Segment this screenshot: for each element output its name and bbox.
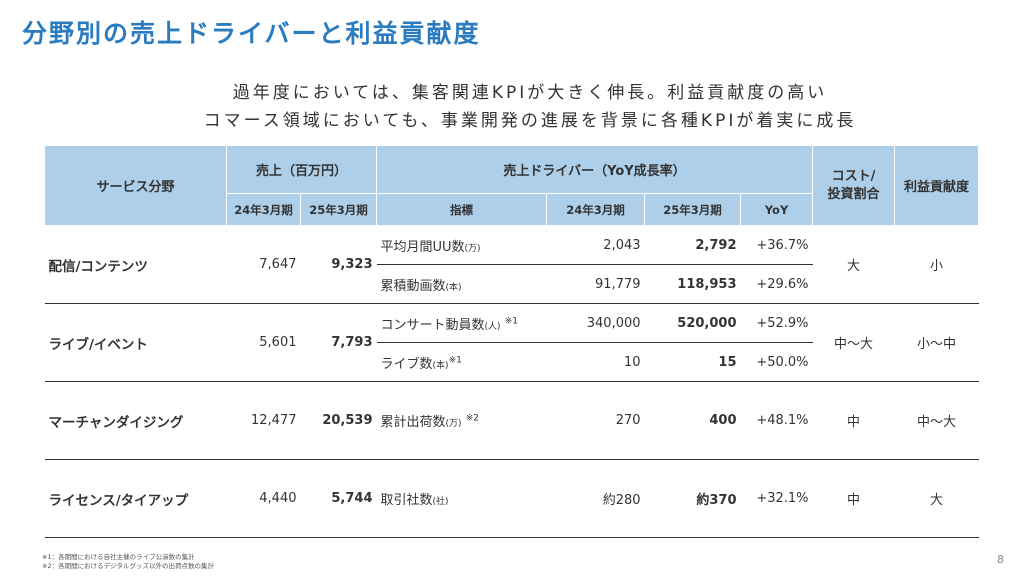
- sales-fy24: 7,647: [226, 225, 301, 304]
- indicator-name: 平均月間UU数(万): [376, 225, 547, 265]
- table-row: ライブ数(本)※1 10 15 +50.0%: [45, 342, 979, 382]
- category-label: マーチャンダイジング: [44, 381, 227, 460]
- indicator-name: 累計出荷数(万) ※2: [376, 381, 547, 460]
- indicator-yoy: +36.7%: [740, 225, 813, 265]
- indicator-fy25: 400: [644, 381, 741, 460]
- indicator-fy25: 15: [644, 342, 741, 382]
- header-yoy: YoY: [740, 193, 814, 226]
- header-cost: コスト/ 投資割合: [812, 145, 896, 226]
- profit-level: 小〜中: [894, 303, 979, 382]
- table-row: ライブ/イベント 5,601 7,793 コンサート動員数(人) ※1 340,…: [44, 303, 979, 382]
- sales-fy25: 20,539: [300, 381, 377, 460]
- indicator-fy24: 270: [546, 381, 645, 460]
- indicator-name: 取引社数(社): [376, 459, 547, 538]
- indicator-fy24: 91,779: [546, 264, 645, 304]
- sales-fy25: 9,323: [300, 225, 377, 304]
- footnote-2: ※2：各期間におけるデジタルグッズ以外の出荷点数の集計: [42, 561, 214, 570]
- header-sales-fy25: 25年3月期: [299, 193, 378, 226]
- lead-line-2: コマース領域においても、事業開発の進展を背景に各種KPIが着実に成長: [203, 111, 857, 131]
- page-title: 分野別の売上ドライバーと利益貢献度: [22, 19, 481, 48]
- sales-fy24: 12,477: [226, 381, 301, 460]
- cost-level: 中〜大: [812, 303, 895, 382]
- table-row: 配信/コンテンツ 7,647 9,323 平均月間UU数(万) 2,043 2,…: [44, 225, 979, 304]
- category-label: ライブ/イベント: [44, 303, 227, 382]
- category-label: 配信/コンテンツ: [44, 225, 227, 304]
- sales-fy24: 5,601: [226, 303, 301, 382]
- table-row: マーチャンダイジング 12,477 20,539 累計出荷数(万) ※2 270…: [44, 381, 979, 460]
- cost-level: 大: [812, 225, 895, 304]
- header-drivers: 売上ドライバー（YoY成長率）: [376, 145, 814, 194]
- footnote-1: ※1：各期間における自社主催のライブ公演数の集計: [42, 553, 195, 561]
- indicator-name: ライブ数(本)※1: [376, 342, 547, 382]
- indicator-fy24: 10: [546, 342, 645, 382]
- table-row: 累積動画数(本) 91,779 118,953 +29.6%: [45, 264, 979, 304]
- indicator-fy25: 520,000: [644, 303, 741, 343]
- indicator-fy25: 2,792: [644, 225, 741, 265]
- sales-fy25: 7,793: [300, 303, 377, 382]
- indicator-name: 累積動画数(本): [376, 264, 547, 304]
- header-indicator: 指標: [376, 193, 548, 226]
- indicator-yoy: +32.1%: [740, 459, 813, 538]
- page-number: 8: [997, 553, 1004, 566]
- header-driver-fy25: 25年3月期: [644, 193, 742, 226]
- lead-line-1: 過年度においては、集客関連KPIが大きく伸長。利益貢献度の高い: [232, 83, 828, 103]
- indicator-yoy: +50.0%: [740, 342, 813, 382]
- indicator-yoy: +52.9%: [740, 303, 813, 343]
- indicator-yoy: +48.1%: [740, 381, 813, 460]
- footnotes: ※1：各期間における自社主催のライブ公演数の集計 ※2：各期間におけるデジタルグ…: [42, 553, 214, 570]
- sales-fy25: 5,744: [300, 459, 377, 538]
- profit-level: 大: [894, 459, 979, 538]
- header-sales-fy24: 24年3月期: [226, 193, 301, 226]
- indicator-fy24: 約280: [546, 459, 645, 538]
- header-driver-fy24: 24年3月期: [546, 193, 646, 226]
- indicator-fy25: 118,953: [644, 264, 741, 304]
- table-row: ライセンス/タイアップ 4,440 5,744 取引社数(社) 約280 約37…: [44, 459, 979, 538]
- sales-fy24: 4,440: [226, 459, 301, 538]
- header-service: サービス分野: [44, 145, 227, 226]
- indicator-name: コンサート動員数(人) ※1: [376, 303, 547, 343]
- indicator-fy24: 340,000: [546, 303, 645, 343]
- header-sales: 売上（百万円）: [225, 145, 378, 194]
- profit-level: 小: [894, 225, 979, 304]
- category-label: ライセンス/タイアップ: [44, 459, 227, 538]
- cost-level: 中: [812, 459, 895, 538]
- driver-table: サービス分野 売上（百万円） 売上ドライバー（YoY成長率） コスト/ 投資割合…: [44, 145, 980, 538]
- profit-level: 中〜大: [894, 381, 979, 460]
- indicator-fy25: 約370: [644, 459, 741, 538]
- indicator-fy24: 2,043: [546, 225, 645, 265]
- header-profit: 利益貢献度: [894, 145, 980, 226]
- cost-level: 中: [812, 381, 895, 460]
- indicator-yoy: +29.6%: [740, 264, 813, 304]
